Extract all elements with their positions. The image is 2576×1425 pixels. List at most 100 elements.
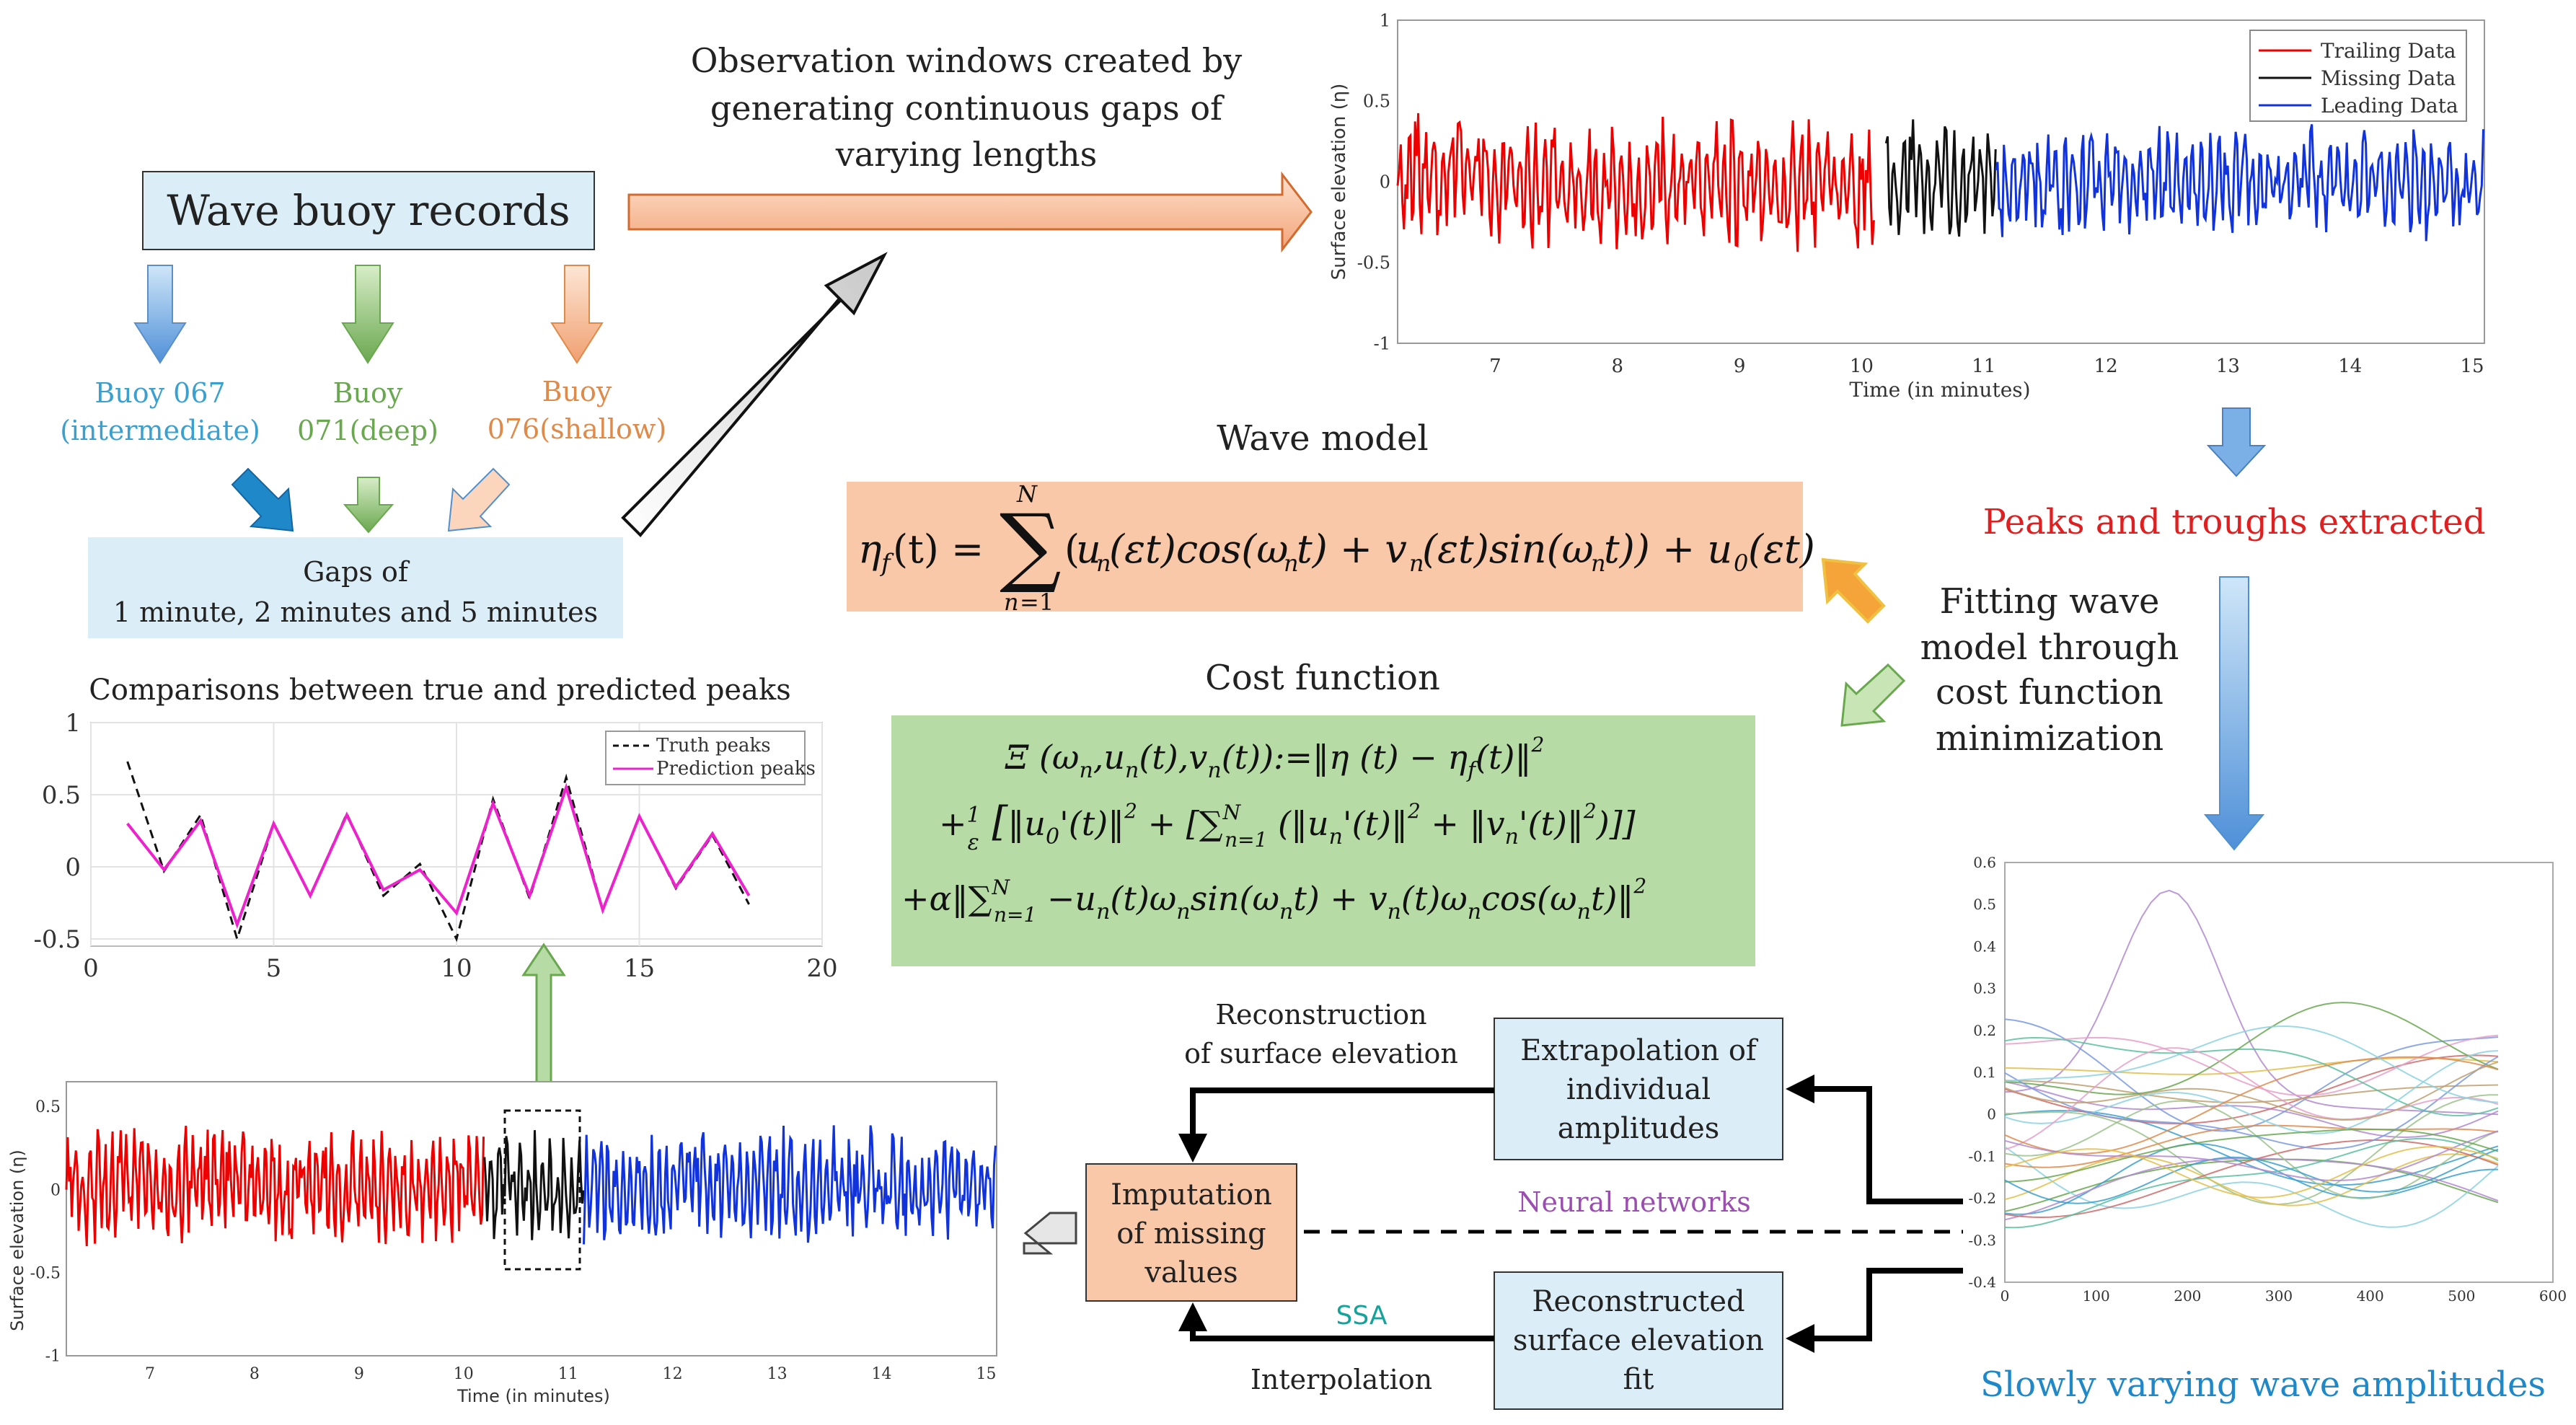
top-x-tick-8: 15 (2461, 356, 2484, 377)
fitting-line3: cost function (1936, 672, 2163, 712)
bottom-y-tick-1: 0 (50, 1181, 61, 1199)
svg-text:(εt): (εt) (1748, 526, 1815, 572)
cost-function-title: Cost function (1205, 658, 1440, 698)
extrapolation-line2: individual (1566, 1073, 1711, 1106)
legend-trailing-label: Trailing Data (2321, 39, 2456, 63)
observation-line3: varying lengths (835, 135, 1098, 174)
amp-y-tick-3: 0.3 (1973, 980, 1996, 997)
amplitudes-to-reconstructed-line (1786, 1268, 1963, 1353)
amplitude-series-11 (2004, 1036, 2499, 1117)
peaks-series-truth-peaks (126, 761, 750, 943)
top-x-tick-7: 14 (2338, 356, 2362, 377)
wave-model-equation: η f (t) = ∑ N n =1 ( u n (εt)cos(ω n t) … (858, 480, 1815, 616)
top-chart-ylabel: Surface elevation (η) (1328, 84, 1350, 281)
wave-model-title: Wave model (1217, 418, 1428, 459)
buoy067-down-arrow (133, 265, 187, 364)
peaks-x-tick-2: 10 (441, 954, 472, 983)
peaks-legend (605, 731, 806, 785)
buoy067-diag-arrow (231, 467, 294, 532)
amplitude-series-12 (2004, 1124, 2499, 1168)
gaps-line1: Gaps of (303, 556, 410, 588)
amp-x-tick-6: 600 (2539, 1287, 2567, 1305)
svg-text:n: n (1409, 550, 1424, 577)
svg-text:t) + v: t) + v (1297, 526, 1407, 572)
amplitude-series-19 (2004, 1100, 2499, 1200)
fitting-line2: model through (1920, 627, 2179, 668)
bottom-x-tick-2: 9 (354, 1365, 364, 1383)
amplitude-series-21 (2004, 1047, 2499, 1150)
top-elevation-chart: 1 0.5 0 -0.5 -1 7 8 9 10 11 12 13 14 15 Surface elev… (1328, 10, 2485, 402)
amp-y-tick-8: -0.2 (1968, 1190, 1996, 1207)
bottom-series-missing-data (483, 1130, 585, 1240)
reconstructed-to-imputation-line (1178, 1302, 1494, 1341)
top-y-tick-3: -0.5 (1357, 252, 1390, 273)
fitting-line1: Fitting wave (1940, 581, 2160, 622)
bottom-y-tick-3: -1 (45, 1348, 61, 1366)
peaks-down-arrow (2206, 407, 2267, 477)
peaks-comparison-chart: 10.50-0.5 0 5 10 15 20 Truth peaks Predictio… (33, 709, 837, 983)
top-series-leading-data (1995, 124, 2484, 242)
top-chart-xlabel: Time (in minutes) (1849, 378, 2030, 402)
legend-leading-label: Leading Data (2321, 94, 2458, 118)
ssa-label: SSA (1336, 1301, 1388, 1331)
peaks-x-tick-0: 0 (83, 954, 99, 983)
amp-y-tick-10: -0.4 (1968, 1274, 1996, 1291)
bottom-x-tick-6: 13 (767, 1365, 788, 1383)
amp-x-tick-2: 200 (2174, 1287, 2201, 1305)
top-y-tick-0: 1 (1380, 10, 1390, 30)
top-x-tick-1: 8 (1612, 356, 1624, 377)
amp-x-tick-0: 0 (2001, 1287, 2010, 1305)
peaks-y-tick-0: 1 (65, 709, 81, 738)
amplitudes-to-extrapolation-line (1786, 1075, 1963, 1204)
reconstructed-box (1494, 1271, 1783, 1410)
bottom-x-tick-4: 11 (558, 1365, 578, 1383)
bottom-elevation-chart: 0.5 0 -0.5 -1 7 8 9 10 11 12 13 14 15 Surface eleva… (7, 1081, 997, 1406)
cost-function-box (891, 715, 1755, 966)
bottom-x-tick-1: 8 (250, 1365, 260, 1383)
top-x-tick-3: 10 (1850, 356, 1874, 377)
peaks-up-arrow (521, 943, 566, 1103)
buoy076-label-1: Buoy (542, 376, 612, 407)
svg-text:N: N (1016, 480, 1038, 508)
amplitude-series-29 (2004, 1025, 2499, 1103)
bottom-chart-xlabel: Time (in minutes) (456, 1386, 610, 1406)
reconstructed-line1: Reconstructed (1532, 1285, 1744, 1318)
imputation-box (1085, 1163, 1297, 1302)
svg-text:∑: ∑ (1000, 496, 1062, 596)
bottom-x-tick-3: 10 (454, 1365, 474, 1383)
amplitude-series-22 (2004, 1061, 2499, 1121)
top-series-missing-data (1884, 119, 1997, 237)
buoy076-down-arrow (550, 265, 604, 364)
peaks-x-tick-3: 15 (624, 954, 655, 983)
bottom-x-tick-0: 7 (145, 1365, 155, 1383)
svg-text:n: n (1591, 550, 1606, 577)
top-x-tick-2: 9 (1734, 356, 1746, 377)
buoy071-label-2: 071(deep) (297, 415, 438, 446)
svg-text:=1: =1 (1020, 588, 1054, 616)
reconstruction-line2: of surface elevation (1184, 1038, 1458, 1069)
svg-text:0: 0 (1734, 550, 1748, 577)
wave-buoy-box (142, 171, 595, 250)
top-series-trailing-data (1396, 112, 1875, 252)
observation-arrow (627, 171, 1313, 253)
interpolation-label: Interpolation (1250, 1364, 1432, 1395)
fitting-down-arrow (2203, 576, 2265, 851)
reconstructed-line3: fit (1623, 1363, 1654, 1396)
svg-text:(εt)sin(ω: (εt)sin(ω (1422, 526, 1594, 572)
buoy076-diag-arrow (447, 467, 511, 532)
amp-y-tick-6: 0 (1987, 1106, 1996, 1123)
top-x-tick-6: 13 (2216, 356, 2240, 377)
peaks-y-tick-2: 0 (65, 853, 81, 882)
amplitudes-chart-frame (2004, 862, 2554, 1283)
svg-text:Ξ (ωn,un(t),vn(t)):=‖η (t) − η: Ξ (ωn,un(t),vn(t)):=‖η (t) − ηf(t)‖2 (1005, 733, 1544, 783)
imputation-line2: of missing (1116, 1217, 1266, 1250)
top-y-tick-4: -1 (1374, 333, 1390, 353)
svg-text:η: η (858, 526, 881, 572)
amp-y-tick-4: 0.2 (1973, 1022, 1996, 1039)
amplitude-series-17 (2004, 1050, 2499, 1134)
reconstructed-line2: surface elevation (1513, 1324, 1764, 1357)
top-y-tick-1: 0.5 (1363, 91, 1390, 111)
bottom-y-tick-2: -0.5 (30, 1265, 61, 1283)
amplitude-series-25 (2004, 1129, 2499, 1183)
